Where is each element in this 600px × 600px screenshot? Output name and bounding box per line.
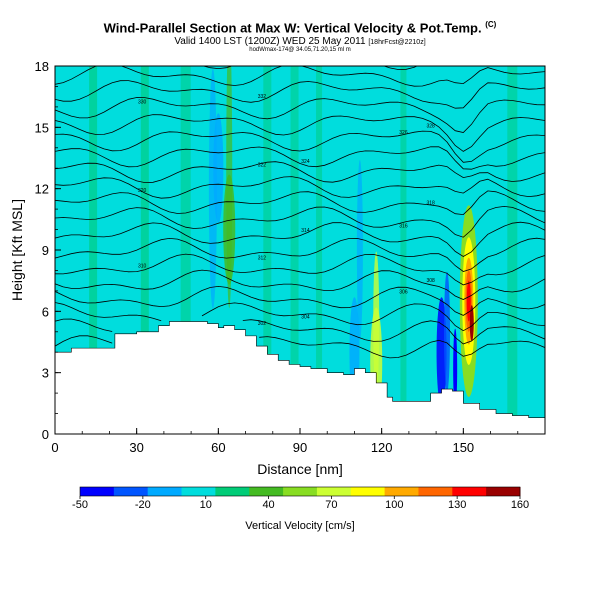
isentrope-label: 322 [258,162,267,168]
subtitle-line: hodWmax-174@ 34.05,71.20,15 ml m [249,47,351,53]
isentrope-line [55,269,545,300]
isentrope-label: 308 [426,278,435,284]
weak-updraft-band [180,66,191,434]
downdraft-streak [444,271,450,392]
x-tick-label: 120 [371,440,393,455]
x-tick-label: 60 [211,440,225,455]
isentrope-line [55,161,545,184]
updraft-streak [373,251,380,392]
x-axis-label: Distance [nm] [257,461,343,477]
y-tick-label: 0 [42,427,49,442]
weak-updraft-band [400,66,407,434]
y-tick-label: 9 [42,243,49,258]
weak-updraft-band [290,66,299,434]
updraft-core-max [469,305,474,342]
colorbar-swatch [113,487,149,496]
colorbar-swatch [215,487,250,496]
colorbar-tick-label: -20 [135,499,151,511]
isentrope-line [55,190,545,216]
isentrope-label: 306 [399,290,408,296]
colorbar-tick-label: 130 [448,499,466,511]
y-tick-label: 6 [42,304,49,319]
isentrope-line [55,97,545,133]
isentrope-label: 318 [426,201,435,207]
isentrope-label: 330 [138,100,147,106]
colorbar-swatch [147,487,183,496]
y-tick-label: 15 [35,120,49,135]
isentrope-line [55,253,545,286]
plot-area: 302 304 306 308 310 312 314 316 318 320 322 324 326 3… [55,66,545,434]
isentrope-label: 328 [426,123,435,129]
colorbar-tick-label: 160 [511,499,529,511]
colorbar-tick-label: -50 [72,499,88,511]
colorbar-label: Vertical Velocity [cm/s] [245,520,354,532]
colorbar-swatch [80,487,115,496]
colorbar-tick-label: 10 [200,499,212,511]
isentrope-label: 320 [138,188,147,194]
isentrope-line [55,302,545,332]
isentrope-label: 332 [258,94,267,100]
colorbar-swatch [249,487,284,496]
colorbar-tick-label: 40 [262,499,274,511]
isentrope-line [55,285,545,316]
colorbar-swatch [350,487,386,496]
y-axis-label: Height [Kft MSL] [9,199,25,301]
isentrope-line [55,335,545,359]
isentrope-label: 326 [399,130,408,136]
colorbar-swatch [452,487,487,496]
isentrope-line [55,318,545,345]
weak-updraft-band [140,66,149,434]
isentrope-line [55,146,545,170]
updraft-streak [226,66,233,309]
isentrope-label: 310 [138,263,147,269]
isentrope-line [55,221,545,257]
colorbar-swatch [486,487,521,496]
isentrope-line [55,80,545,109]
isentrope-label: 314 [301,228,310,234]
downdraft-streak [356,160,363,340]
chart-title: Wind-Parallel Section at Max W: Vertical… [103,20,497,36]
isentrope-line [55,114,545,152]
x-tick-label: 0 [51,440,58,455]
isentrope-line [55,205,545,238]
isentrope-line [55,176,545,199]
x-tick-label: 90 [293,440,307,455]
colorbar-swatch [316,487,352,496]
y-tick-label: 12 [35,182,49,197]
weak-updraft-band [316,66,323,434]
isentrope-line [55,237,545,272]
isentrope-label: 302 [258,321,267,327]
isentrope-label: 312 [258,256,267,262]
downdraft-streak [208,68,217,309]
weak-updraft-band [507,66,518,434]
isentrope-label: 304 [301,315,310,321]
colorbar-swatch [418,487,453,496]
colorbar-swatch [384,487,419,496]
isentrope-label: 316 [399,224,408,230]
colorbar-tick-label: 70 [325,499,337,511]
axes: 0 30 60 90 120 150 0 3 6 9 12 15 18 Distance [nm] Heig… [9,59,546,477]
isentrope-label: 324 [301,159,310,165]
colorbar-swatch [181,487,216,496]
valid-time-line: Valid 1400 LST (1200Z) WED 25 May 2011 [… [174,36,426,47]
x-tick-label: 30 [129,440,143,455]
colorbar-frame [79,486,521,497]
isentrope-line [55,66,545,87]
y-tick-label: 3 [42,366,49,381]
isentrope-line [55,130,545,163]
weak-updraft-band [263,66,272,434]
weak-updraft-band [89,66,98,434]
x-tick-label: 150 [452,440,474,455]
colorbar: -50 -20 10 40 70 100 130 160 Vertical Velocity [… [72,486,529,532]
downdraft-core [453,328,458,409]
y-tick-label: 18 [35,59,49,74]
colorbar-tick-label: 100 [385,499,403,511]
colorbar-swatch [283,487,318,496]
terrain-profile [55,321,545,434]
